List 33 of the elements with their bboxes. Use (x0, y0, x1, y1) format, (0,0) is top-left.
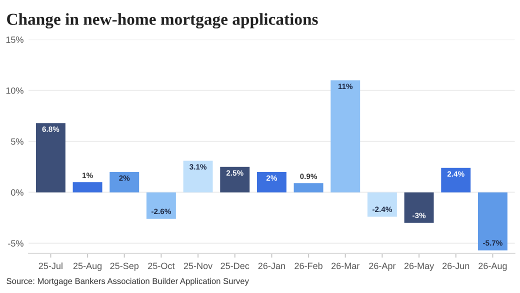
x-tick-label: 26-Jun (442, 262, 470, 270)
x-tick-label: 25-Nov (184, 262, 213, 270)
bar (110, 172, 140, 192)
bar (404, 192, 434, 223)
y-tick-label: 10% (6, 87, 24, 94)
x-tick-label: 25-Oct (148, 262, 175, 270)
x-tick-label: 25-Jul (38, 262, 62, 270)
bar (367, 192, 397, 217)
x-tick-label: 26-Jan (258, 262, 285, 270)
y-tick-label: 0% (11, 189, 24, 196)
bar (478, 192, 508, 250)
x-tick-label: 26-Aug (478, 262, 507, 271)
x-tick-label: 26-Feb (294, 262, 322, 270)
chart-title: Change in new-home mortgage applications (7, 13, 318, 28)
x-tick-label: 25-Dec (220, 262, 250, 270)
bar (220, 166, 250, 192)
source-note: Source: Mortgage Bankers Association Builder Application Survey (6, 278, 249, 286)
bar (441, 168, 471, 192)
bar (294, 183, 324, 192)
bar (72, 182, 102, 192)
x-tick-label: 25-Sep (110, 262, 139, 271)
y-tick-label: 15% (6, 36, 24, 43)
y-tick-label: 5% (11, 138, 24, 145)
x-tick-label: 26-Mar (332, 262, 360, 270)
bar (146, 192, 176, 219)
x-tick-label: 26-May (404, 262, 434, 271)
x-tick-label: 25-Aug (73, 262, 102, 271)
bar (183, 160, 213, 192)
bar (256, 172, 286, 192)
x-tick-label: 26-Apr (369, 262, 396, 271)
bar (36, 123, 66, 192)
bar (330, 80, 360, 192)
y-tick-label: -5% (8, 240, 24, 247)
